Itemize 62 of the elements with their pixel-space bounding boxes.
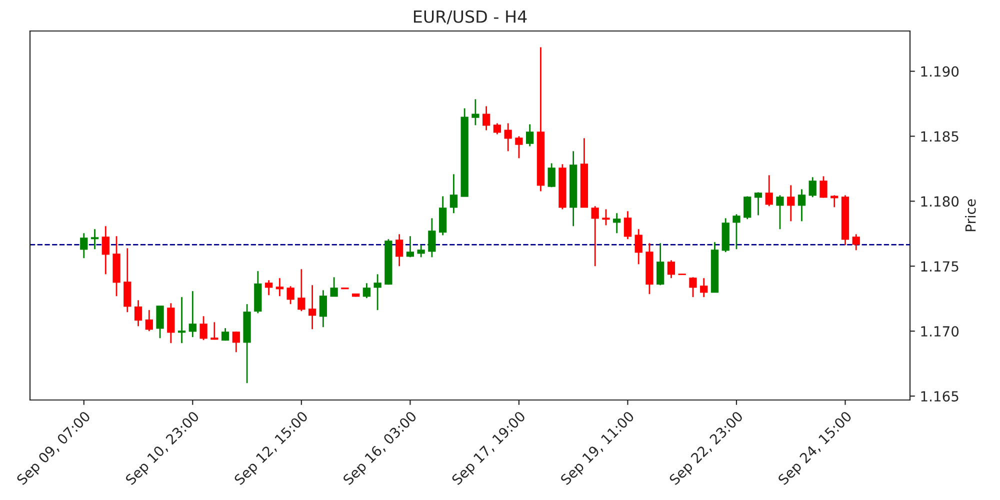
candlestick <box>548 162 556 188</box>
y-tick-label: 1.175 <box>921 261 958 272</box>
candlestick <box>406 235 414 258</box>
candlestick <box>820 176 828 198</box>
candlestick <box>624 210 632 240</box>
candlestick <box>286 285 294 305</box>
candlestick <box>330 276 338 297</box>
candlestick <box>145 309 153 332</box>
candlestick <box>656 242 664 286</box>
candlestick <box>308 284 316 330</box>
candlestick <box>493 122 502 135</box>
candlestick <box>515 136 523 159</box>
candlestick <box>634 228 642 265</box>
candlestick <box>298 268 306 312</box>
y-axis-title: Price <box>965 199 976 232</box>
candlestick <box>210 321 218 340</box>
candlestick <box>134 300 142 327</box>
candlestick <box>808 176 816 198</box>
candlestick <box>667 260 676 279</box>
candlestick <box>732 214 740 250</box>
candlestick <box>787 184 795 222</box>
candlestick <box>504 122 512 152</box>
candlestick <box>438 196 447 236</box>
candlestick <box>90 228 99 250</box>
candlestick <box>102 225 110 275</box>
candlestick <box>591 205 599 267</box>
candlestick <box>188 290 196 338</box>
candlestick <box>428 218 436 258</box>
candlestick <box>200 316 208 341</box>
candlestick <box>830 194 838 208</box>
candlestick <box>156 305 164 339</box>
candlestick <box>852 234 860 251</box>
candlestick <box>776 194 784 230</box>
y-tick-label: 1.190 <box>921 66 959 77</box>
candlestick <box>264 280 273 296</box>
candlestick <box>613 212 621 234</box>
candlestick <box>472 98 480 126</box>
candlestick <box>744 196 752 220</box>
candlestick <box>765 174 773 207</box>
y-tick-label: 1.185 <box>921 131 958 142</box>
candlestick <box>700 277 708 298</box>
candlestick <box>395 234 404 267</box>
candlestick <box>362 282 370 299</box>
candlestick <box>374 274 382 311</box>
candlestick <box>221 327 230 342</box>
candlestick <box>689 276 697 298</box>
candlestick <box>319 290 327 328</box>
candlestick <box>798 188 806 222</box>
candlestick <box>482 106 490 131</box>
candlestick <box>754 192 762 216</box>
candlestick <box>417 244 425 258</box>
candlestick <box>602 208 610 226</box>
candlestick <box>178 296 186 344</box>
chart-title: EUR/USD - H4 <box>414 10 527 24</box>
candlestick <box>450 173 458 214</box>
candlestick <box>276 277 284 297</box>
y-tick-label: 1.180 <box>921 196 959 207</box>
candlestick <box>526 124 534 147</box>
y-tick-label: 1.170 <box>921 326 959 337</box>
candlestick <box>232 330 240 353</box>
y-tick-label: 1.165 <box>921 391 958 402</box>
candlestick <box>80 232 88 259</box>
